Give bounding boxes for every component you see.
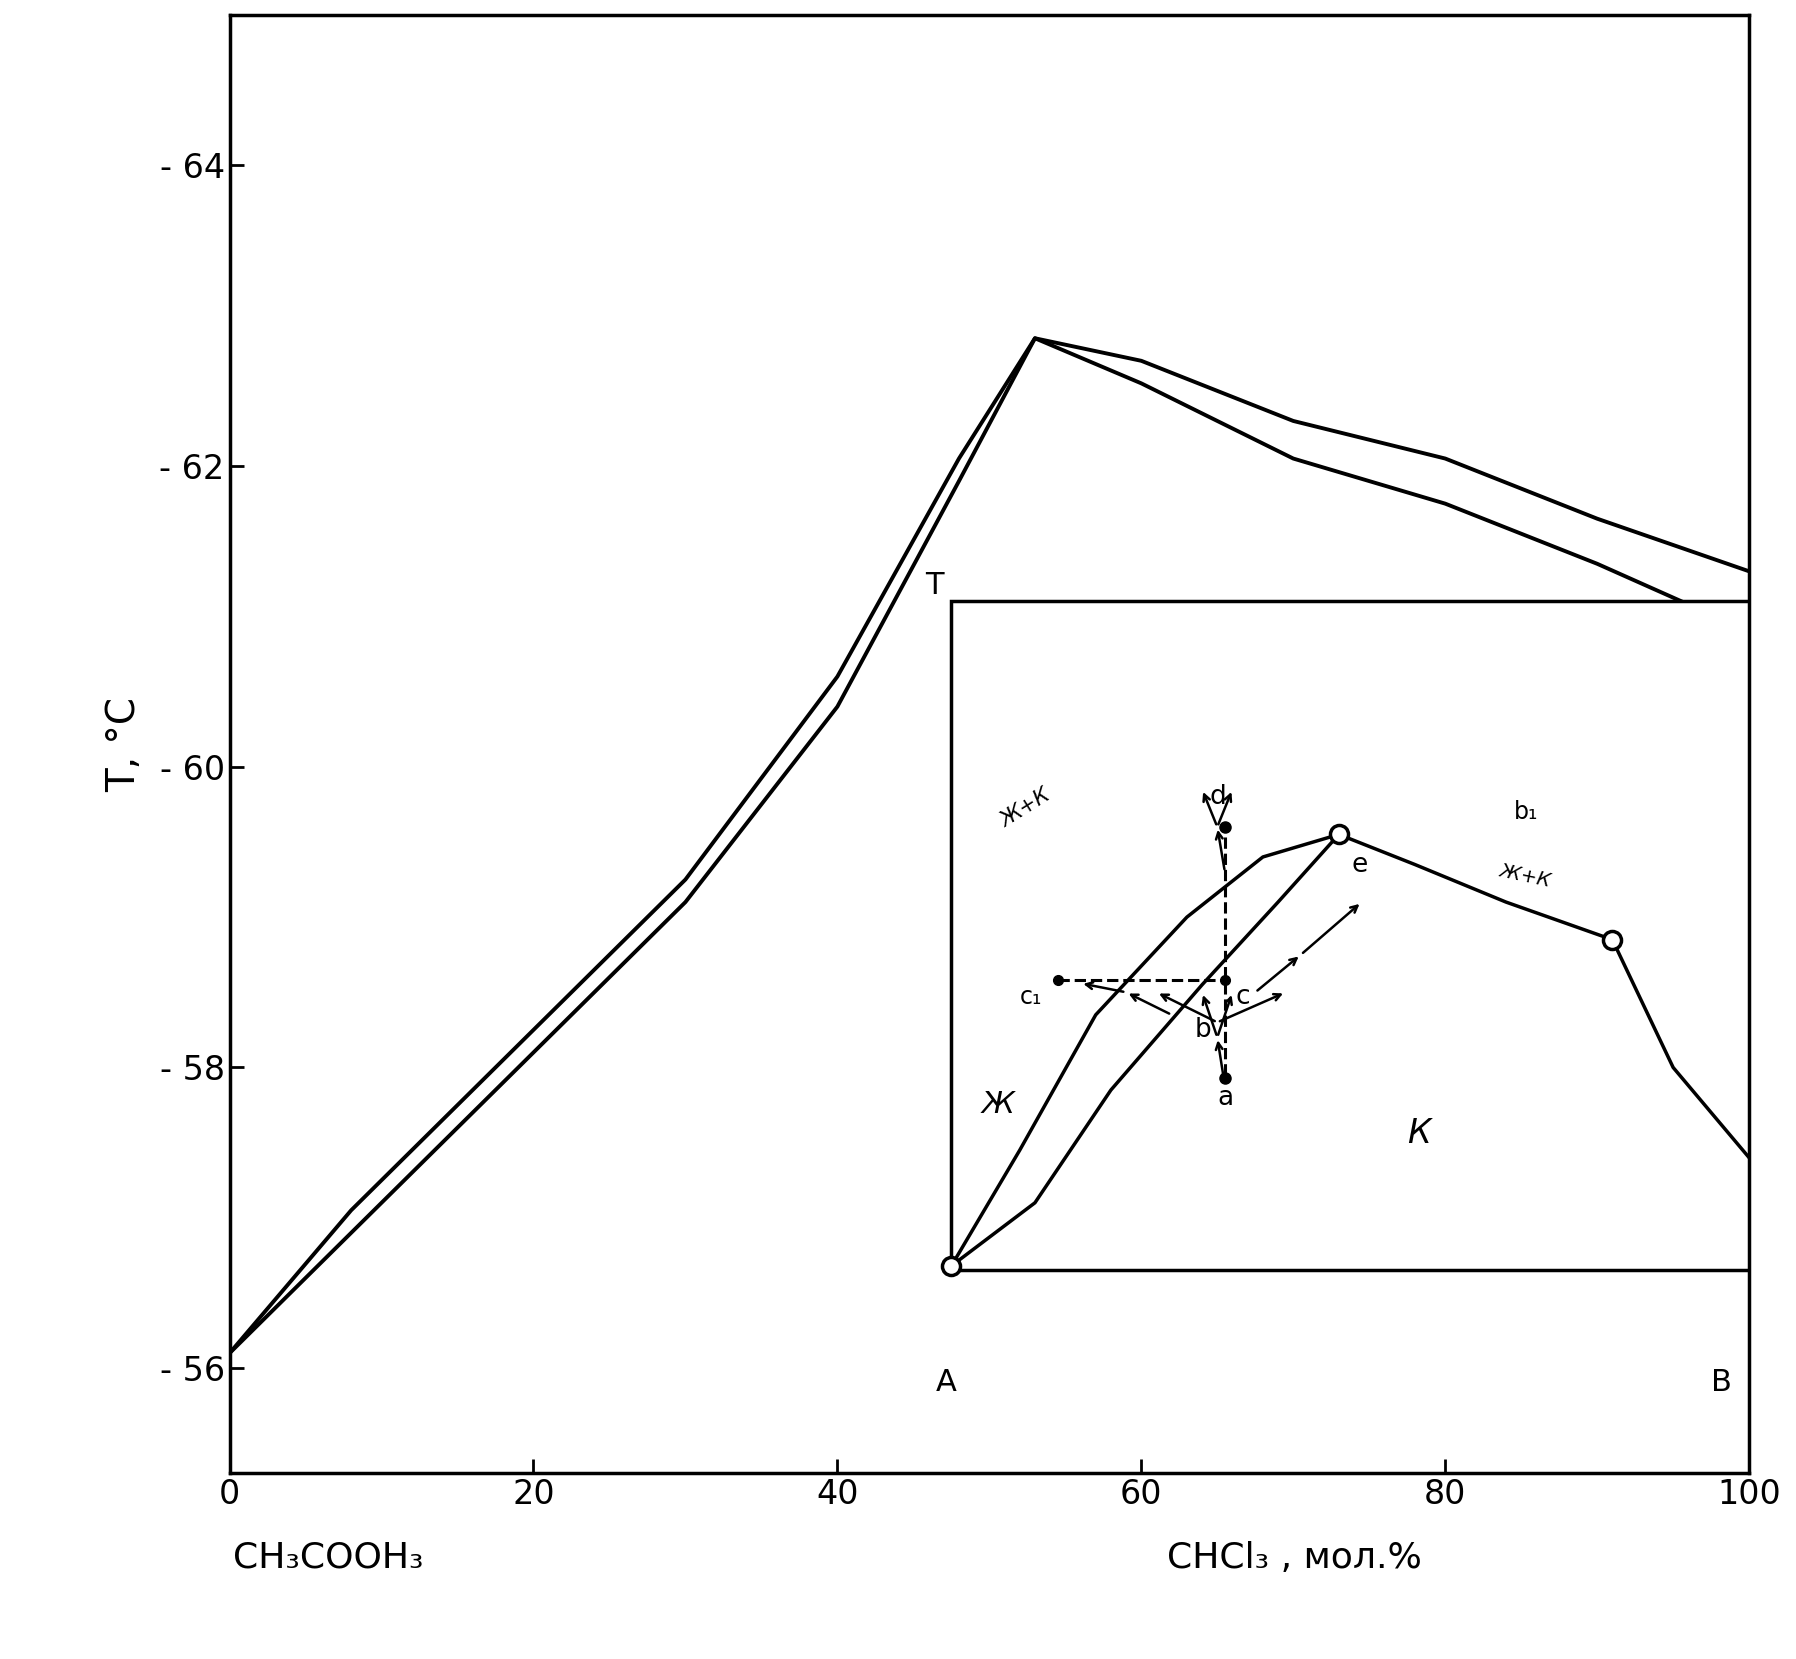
- Bar: [952, 601, 1749, 1271]
- Text: CHCl₃ , мол.%: CHCl₃ , мол.%: [1167, 1541, 1422, 1574]
- Text: e: e: [1351, 853, 1367, 878]
- Text: B: B: [1712, 1367, 1731, 1397]
- Text: CH₃COOH₃: CH₃COOH₃: [233, 1541, 424, 1574]
- Text: c: c: [1236, 984, 1250, 1010]
- Text: К: К: [1408, 1117, 1431, 1150]
- Y-axis label: T, °C: T, °C: [104, 697, 144, 791]
- Text: T: T: [925, 571, 945, 601]
- Text: A: A: [936, 1367, 957, 1397]
- Text: c₁: c₁: [1020, 985, 1042, 1009]
- Text: b: b: [1194, 1017, 1211, 1044]
- Text: d: d: [1211, 785, 1227, 810]
- Text: a: a: [1218, 1085, 1234, 1112]
- Text: b₁: b₁: [1514, 800, 1537, 825]
- Text: Ж: Ж: [982, 1090, 1015, 1118]
- Text: Ж+К: Ж+К: [997, 785, 1054, 831]
- Text: Ж+К: Ж+К: [1498, 861, 1552, 891]
